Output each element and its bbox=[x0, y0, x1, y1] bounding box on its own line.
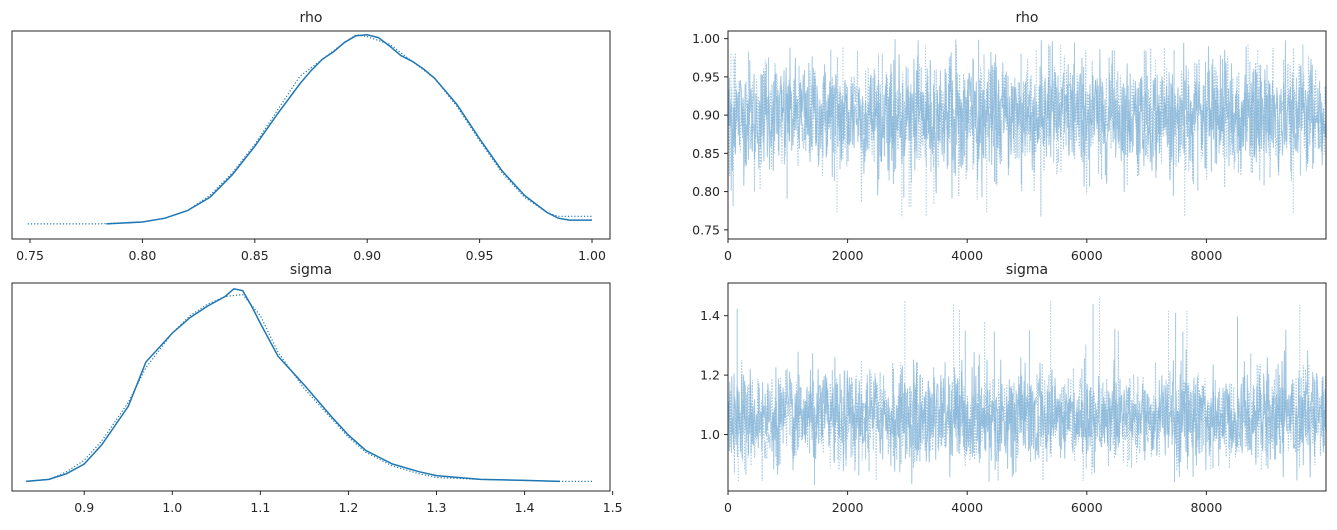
sigma-kde-x-tick-label: 0.9 bbox=[74, 500, 94, 515]
rho-kde-x-tick-label: 0.75 bbox=[16, 248, 44, 263]
rho-trace-y-tick-label: 1.00 bbox=[692, 31, 720, 46]
sigma-trace-frame bbox=[727, 282, 1327, 492]
sigma-kde-frame bbox=[11, 282, 611, 492]
rho-kde-x-tick-label: 0.80 bbox=[128, 248, 156, 263]
rho-trace-trace-chain-1 bbox=[728, 44, 1326, 218]
sigma-kde-x-tick-label: 1.0 bbox=[162, 500, 182, 515]
sigma-kde-x-tick-label: 1.5 bbox=[603, 500, 623, 515]
rho-trace-frame bbox=[727, 30, 1327, 240]
rho-trace-x-tick-label: 8000 bbox=[1190, 248, 1222, 263]
rho-kde-x-tick-label: 0.90 bbox=[353, 248, 381, 263]
rho-trace-x-tick-label: 2000 bbox=[832, 248, 864, 263]
sigma-kde-x-tick-label: 1.2 bbox=[338, 500, 358, 515]
sigma-trace-y-tick-label: 1.0 bbox=[700, 427, 720, 442]
rho-kde-x-tick-label: 1.00 bbox=[578, 248, 606, 263]
rho-trace-x-tick-label: 6000 bbox=[1071, 248, 1103, 263]
rho-kde-x-tick-label: 0.85 bbox=[241, 248, 269, 263]
sigma-kde-series-chain-1 bbox=[26, 293, 593, 482]
rho-kde-x-tick-label: 0.95 bbox=[466, 248, 494, 263]
rho-trace-x-tick-label: 0 bbox=[724, 248, 732, 263]
sigma-kde-plot-area bbox=[26, 287, 593, 483]
sigma-kde-series-chain-0 bbox=[26, 287, 560, 483]
rho-kde-panel: rho 0.75 0.80 0.85 0.90 0.95 1.00 bbox=[11, 10, 611, 263]
sigma-trace-plot-area bbox=[728, 296, 1326, 485]
sigma-trace-trace-chain-1 bbox=[728, 296, 1326, 482]
sigma-kde-x-tick-label: 1.3 bbox=[427, 500, 447, 515]
rho-kde-title: rho bbox=[300, 10, 323, 26]
sigma-trace-x-tick-label: 4000 bbox=[951, 500, 983, 515]
sigma-kde-title: sigma bbox=[290, 262, 332, 278]
sigma-trace-x-tick-label: 0 bbox=[724, 500, 732, 515]
sigma-trace-x-tick-label: 8000 bbox=[1190, 500, 1222, 515]
rho-trace-panel: rho 0 2000 4000 6000 8000 0.75 0.80 0.85 0.90 0.95… bbox=[692, 10, 1327, 263]
rho-trace-y-tick-label: 0.90 bbox=[692, 108, 720, 123]
sigma-kde-panel: sigma 0.9 1.0 1.1 1.2 1.3 1.4 1.5 bbox=[11, 262, 623, 515]
sigma-trace-y-tick-label: 1.2 bbox=[700, 368, 720, 383]
sigma-trace-panel: sigma 0 2000 4000 6000 8000 1.0 1.2 1.4 bbox=[700, 262, 1327, 515]
rho-trace-title: rho bbox=[1016, 10, 1039, 26]
sigma-trace-trace-chain-0 bbox=[728, 304, 1326, 485]
sigma-trace-title: sigma bbox=[1006, 262, 1048, 278]
sigma-trace-y-tick-label: 1.4 bbox=[700, 308, 720, 323]
sigma-kde-x-tick-label: 1.4 bbox=[515, 500, 535, 515]
rho-kde-plot-area bbox=[27, 34, 592, 225]
rho-kde-series-chain-1 bbox=[27, 34, 592, 225]
rho-trace-x-tick-label: 4000 bbox=[951, 248, 983, 263]
rho-trace-y-tick-label: 0.80 bbox=[692, 184, 720, 199]
rho-kde-frame bbox=[11, 30, 611, 240]
sigma-kde-x-tick-label: 1.1 bbox=[250, 500, 270, 515]
rho-trace-y-tick-label: 0.85 bbox=[692, 146, 720, 161]
rho-kde-series-chain-0 bbox=[106, 34, 592, 225]
sigma-trace-x-tick-label: 2000 bbox=[832, 500, 864, 515]
rho-trace-y-tick-label: 0.95 bbox=[692, 69, 720, 84]
rho-trace-y-tick-label: 0.75 bbox=[692, 222, 720, 237]
sigma-trace-x-tick-label: 6000 bbox=[1071, 500, 1103, 515]
rho-trace-plot-area bbox=[728, 39, 1326, 218]
